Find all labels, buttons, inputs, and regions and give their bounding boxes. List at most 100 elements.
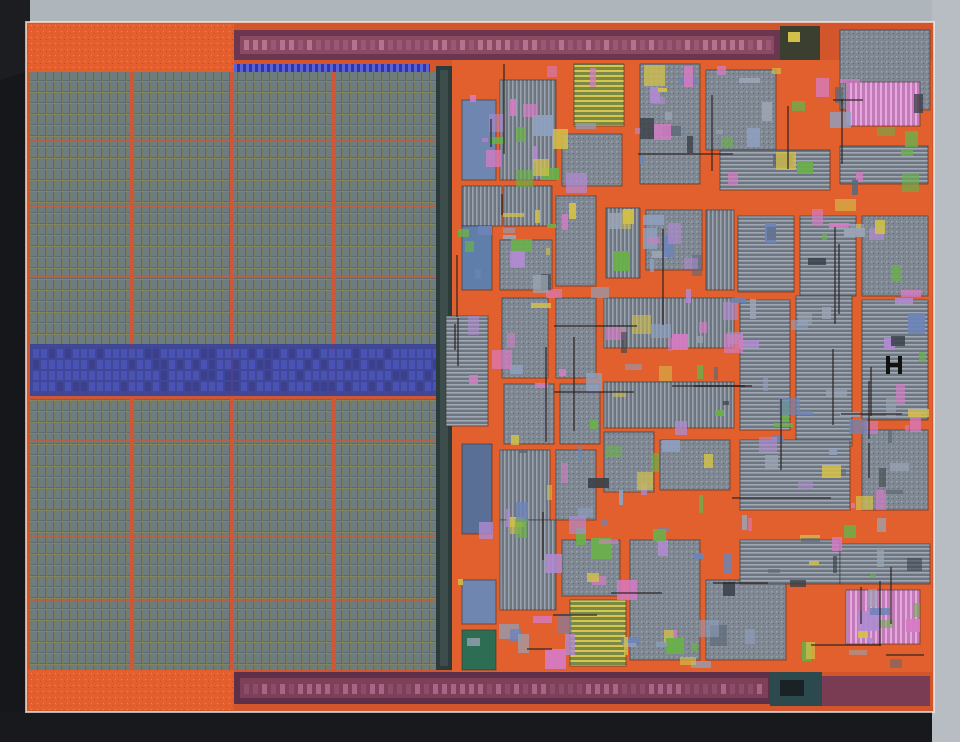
top-pad [577, 40, 582, 50]
wire-channel [554, 325, 637, 327]
logic-cell [919, 352, 926, 362]
bottom-pad [514, 684, 519, 694]
cache-band-cell [137, 382, 143, 391]
logic-cell [545, 649, 566, 669]
cache-band-cell [305, 382, 311, 391]
cache-band-cell [41, 349, 47, 358]
logic-cell [791, 320, 808, 330]
logic-block [462, 630, 496, 670]
logic-cell [914, 94, 923, 113]
cache-band-cell [345, 349, 351, 358]
logic-cell [465, 241, 474, 252]
logic-cell [587, 573, 599, 582]
bottom-left-pad [28, 670, 234, 710]
bottom-pad [460, 684, 465, 694]
logic-cell [816, 78, 829, 97]
cache-band-cell [313, 360, 319, 369]
logic-cell [691, 661, 711, 668]
top-pad [280, 40, 285, 50]
cache-band-cell [113, 349, 119, 358]
top-pad-row [244, 40, 771, 50]
cache-band-cell [281, 371, 287, 380]
wire-channel [787, 106, 789, 169]
logic-cell [877, 127, 895, 136]
logic-block-outline [739, 299, 791, 431]
logic-cell [851, 503, 855, 508]
wire-channel [454, 324, 456, 350]
logic-cell [535, 383, 548, 388]
logic-cell [868, 638, 873, 643]
logic-cell [566, 173, 587, 193]
cache-band-cell [305, 360, 311, 369]
cache-band-cell [369, 360, 375, 369]
logic-cell [578, 446, 582, 462]
cache-band-cell [401, 349, 407, 358]
logic-cell [868, 589, 877, 607]
logic-cell [547, 485, 552, 500]
cache-band-cell [321, 349, 327, 358]
logic-cell [519, 449, 527, 453]
cache-band-cell [233, 349, 239, 358]
logic-cell [691, 643, 697, 651]
cache-band-cell [57, 360, 63, 369]
cache-band-cell [105, 371, 111, 380]
logic-cell [672, 334, 688, 350]
logic-cell [576, 123, 596, 129]
top-pad [694, 40, 699, 50]
top-pad [748, 40, 753, 50]
top-pad [451, 40, 456, 50]
logic-cell [687, 136, 693, 153]
cache-band-cell [185, 371, 191, 380]
top-left-pad [28, 24, 234, 72]
bottom-pad [739, 684, 744, 694]
logic-cell [849, 650, 867, 655]
logic-cell [888, 429, 892, 443]
logic-cell [668, 338, 672, 351]
logic-cell [650, 259, 654, 272]
wire-channel [542, 512, 544, 560]
wire-channel [811, 644, 881, 646]
logic-cell [490, 137, 505, 144]
logic-cell [856, 496, 873, 510]
logic-cell [790, 580, 806, 587]
logic-block [462, 580, 496, 624]
top-pad [649, 40, 654, 50]
top-pad [487, 40, 492, 50]
logic-cell [697, 365, 703, 379]
wire-channel [870, 367, 872, 416]
bottom-pad [595, 684, 600, 694]
logic-cell [798, 313, 812, 324]
logic-cell [561, 463, 568, 483]
cache-band-cell [137, 349, 143, 358]
logic-cell [601, 519, 608, 526]
cache-band-cell [409, 371, 415, 380]
logic-cell [750, 299, 756, 319]
logic-cell [586, 373, 602, 392]
cache-band-cell [73, 371, 79, 380]
logic-block [706, 210, 734, 290]
cache-band-cell [361, 360, 367, 369]
cache-band-cell [137, 360, 143, 369]
bottom-pad [586, 684, 591, 694]
wire-channel [553, 614, 597, 616]
logic-cell [503, 228, 515, 233]
top-pad [325, 40, 330, 50]
logic-cell [902, 174, 919, 192]
logic-block [462, 186, 502, 226]
logic-cell [806, 642, 815, 659]
logic-cell [578, 508, 593, 517]
cache-band-cell [409, 360, 415, 369]
logic-cell [653, 529, 666, 541]
cache-band-cell [385, 371, 391, 380]
bottom-pad [613, 684, 618, 694]
bottom-pad [478, 684, 483, 694]
logic-cell [906, 619, 920, 632]
logic-block [570, 600, 626, 666]
logic-cell [901, 290, 921, 297]
top-pad [370, 40, 375, 50]
bottom-pad [433, 684, 438, 694]
cache-band-cell [105, 349, 111, 358]
cache-band-cell [425, 349, 431, 358]
logic-cell [588, 478, 609, 488]
